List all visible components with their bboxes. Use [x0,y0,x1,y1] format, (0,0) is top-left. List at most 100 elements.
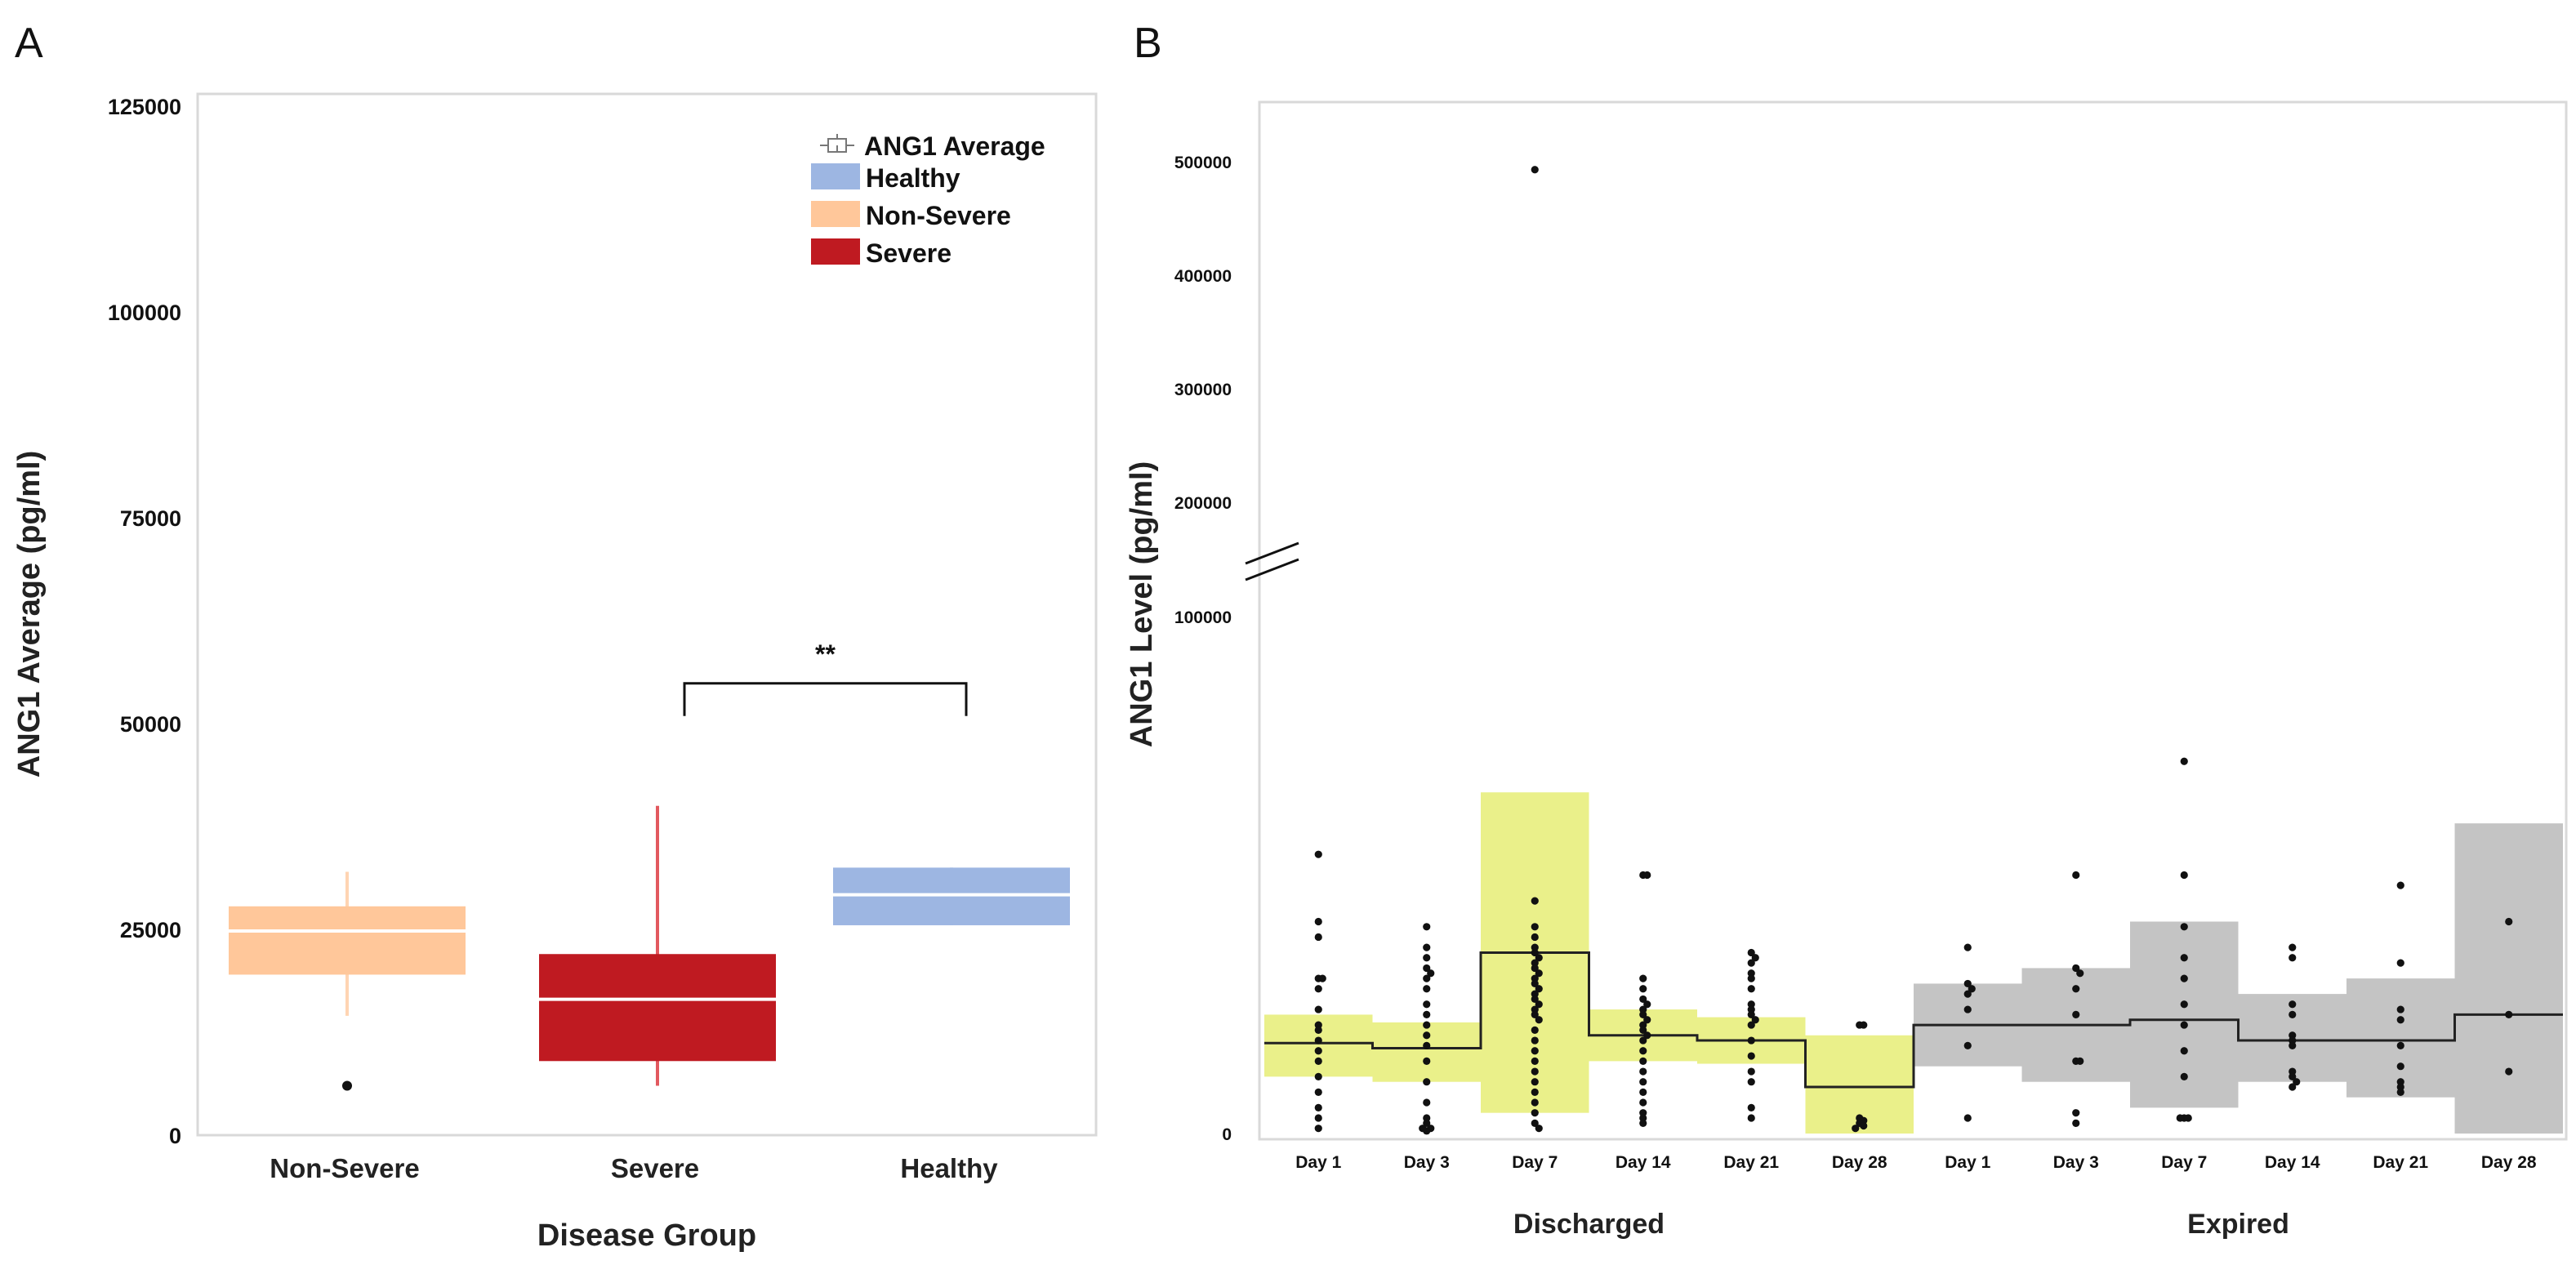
data-point [1639,1036,1647,1045]
data-point [1314,1088,1322,1096]
data-point [1747,1010,1755,1019]
data-point [1643,1000,1651,1009]
data-point [1639,1057,1647,1065]
data-point [2072,871,2080,880]
data-point [2289,1010,2297,1019]
data-point [2076,1057,2084,1065]
data-point [1531,1057,1539,1065]
significance-bracket [683,682,968,716]
panel-a-y-tick-label: 50000 [120,712,181,737]
data-point [1639,1026,1647,1034]
panel-b-day-label: Day 14 [1616,1153,1671,1172]
data-point [1314,1072,1322,1080]
data-point [2180,954,2188,962]
significance-stars: ** [815,639,836,669]
data-point [1535,985,1543,993]
panel-a-y-ticks: 0 25000 50000 75000 100000 125000 [108,95,181,1148]
data-point [1314,985,1322,993]
box-healthy [833,867,1070,925]
data-point [1963,943,1972,951]
panel-b-group-label: Expired [2187,1209,2289,1240]
panel-b-day-label: Day 3 [2053,1153,2099,1172]
data-point [2289,1041,2297,1049]
data-point [2072,964,2080,973]
data-point [1747,985,1755,993]
data-point [1860,1021,1868,1029]
data-point [1423,1078,1431,1086]
data-point [2176,1114,2184,1122]
panel-a-y-axis-title: ANG1 Average (pg/ml) [12,451,47,777]
panel-a-label: A [15,20,43,67]
legend-boxplot-icon [820,134,854,153]
panel-b-day-label: Day 28 [2481,1153,2537,1172]
panel-b-label: B [1134,20,1162,67]
panel-b-y-ticks: 0 100000 200000 300000 400000 500000 [1174,154,1232,1144]
data-point [2289,1072,2297,1080]
data-point [1314,1036,1322,1045]
data-point [1531,948,1539,957]
panel-b-day-label: Day 21 [1723,1153,1779,1172]
data-point [1643,1016,1651,1024]
data-point [1314,1026,1322,1034]
data-point [1423,1041,1431,1049]
panel-a-y-tick-label: 75000 [120,506,181,531]
legend-swatch [811,201,860,227]
data-point [1639,995,1647,1004]
data-point [1423,1114,1431,1122]
data-point [2505,917,2513,926]
data-point [1643,871,1651,880]
panel-b-group-labels: Discharged Expired [1513,1209,2289,1240]
data-point [1963,1114,1972,1122]
data-point [1531,923,1539,931]
panel-a-significance: ** [683,639,968,716]
data-point [1423,1031,1431,1040]
data-point [1423,964,1431,973]
data-point [1747,1005,1755,1013]
data-point [2396,1005,2404,1013]
data-point [1314,1005,1322,1013]
panel-a-category-label: Healthy [900,1153,998,1183]
panel-a-y-tick-label: 100000 [108,301,181,325]
panel-b-day-label: Day 21 [2373,1153,2428,1172]
panel-a-x-axis-title: Disease Group [537,1218,756,1253]
panel-b-day-label: Day 1 [1295,1153,1341,1172]
data-point [1639,1010,1647,1019]
data-point [1531,1078,1539,1086]
data-point [1968,985,1976,993]
panel-b-y-axis-title: ANG1 Level (pg/ml) [1125,461,1159,748]
panel-b-day-label: Day 1 [1945,1153,1990,1172]
data-point [1639,1067,1647,1076]
data-point [2505,1067,2513,1076]
panel-a-x-ticks: Non-Severe Severe Healthy [270,1153,998,1183]
data-point [2289,1000,2297,1009]
data-point [1531,1109,1539,1117]
data-point [1531,943,1539,951]
data-point [1643,1031,1651,1040]
data-point [1531,959,1539,967]
data-point [1423,1127,1431,1135]
data-point [1963,979,1972,988]
panel-a-category-label: Severe [611,1153,699,1183]
panel-b-points [1314,166,2513,1135]
data-point [1423,974,1431,982]
data-point [1423,1057,1431,1065]
data-point [2289,1083,2297,1091]
data-point [1531,897,1539,905]
data-point [1747,1021,1755,1029]
data-point [2289,1067,2297,1076]
data-point [2076,969,2084,978]
data-point [1535,1000,1543,1009]
data-point [1531,964,1539,973]
data-point [1423,1119,1431,1127]
data-point [1747,959,1755,967]
data-point [1747,1000,1755,1009]
data-point [1860,1121,1868,1130]
data-point [2396,1062,2404,1071]
data-point [1423,985,1431,993]
data-point [2396,1078,2404,1086]
data-point [1531,1067,1539,1076]
data-point [1531,1119,1539,1127]
data-point [1314,1114,1322,1122]
data-point [1747,1078,1755,1086]
